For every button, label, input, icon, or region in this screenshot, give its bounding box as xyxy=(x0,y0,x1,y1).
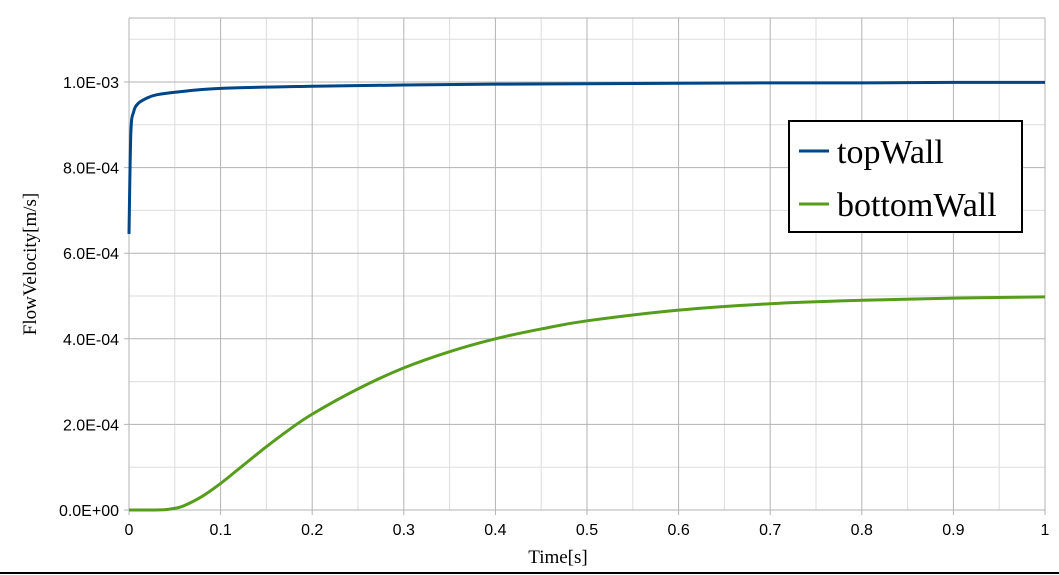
x-tick-label: 0.4 xyxy=(484,522,506,539)
x-tick-label: 0.5 xyxy=(576,522,598,539)
legend-label-topwall: topWall xyxy=(837,134,944,171)
x-tick-label: 0.6 xyxy=(667,522,689,539)
x-tick-label: 0 xyxy=(125,522,134,539)
major-gridlines xyxy=(124,18,1046,515)
x-tick-label: 0.9 xyxy=(942,522,964,539)
x-tick-label: 0.3 xyxy=(393,522,415,539)
axes xyxy=(128,17,1045,511)
x-axis-title: Time[s] xyxy=(528,547,587,568)
series-line-topwall xyxy=(127,80,1046,234)
x-axis-ticks: 0 0.1 0.2 0.3 0.4 0.5 0.6 0.7 0.8 0.9 1 xyxy=(125,522,1050,539)
series-lines xyxy=(127,80,1046,512)
y-axis-title: FlowVelocity[m/s] xyxy=(20,193,41,336)
x-tick-label: 0.8 xyxy=(851,522,873,539)
x-tick-label: 0.7 xyxy=(759,522,781,539)
x-tick-label: 0.1 xyxy=(209,522,231,539)
x-tick-label: 0.2 xyxy=(301,522,323,539)
x-tick-label: 1 xyxy=(1041,522,1050,539)
y-tick-label: 2.0E-04 xyxy=(63,417,119,434)
series-line-bottomwall xyxy=(128,295,1046,512)
y-tick-label: 1.0E-03 xyxy=(63,75,119,92)
y-axis-ticks: 0.0E+00 2.0E-04 4.0E-04 6.0E-04 8.0E-04 1.0E-… xyxy=(59,75,119,520)
legend-box xyxy=(788,120,1023,233)
y-tick-label: 8.0E-04 xyxy=(63,161,119,178)
y-tick-label: 0.0E+00 xyxy=(59,503,119,520)
y-tick-label: 4.0E-04 xyxy=(63,332,119,349)
y-tick-label: 6.0E-04 xyxy=(63,246,119,263)
legend: topWall bottomWall xyxy=(788,120,1023,233)
bottom-border xyxy=(0,572,1059,574)
legend-label-bottomwall: bottomWall xyxy=(837,187,997,224)
